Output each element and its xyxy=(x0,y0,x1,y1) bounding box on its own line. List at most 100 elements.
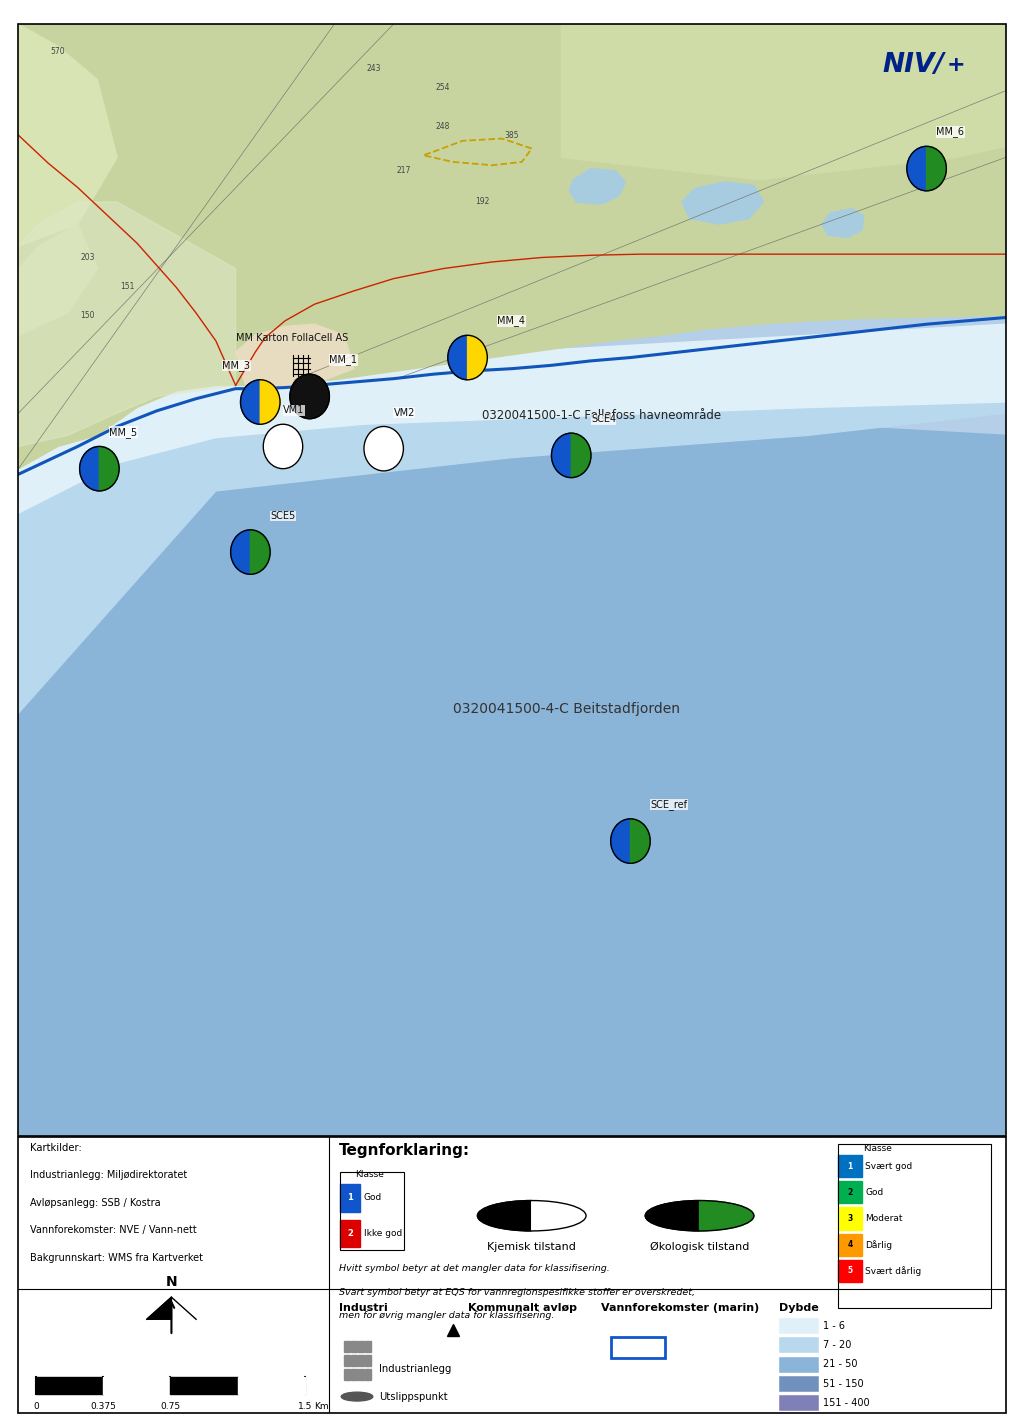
Bar xyxy=(365,1341,371,1352)
Text: 3: 3 xyxy=(848,1214,853,1223)
Text: Ikke god: Ikke god xyxy=(364,1229,402,1238)
Bar xyxy=(778,1395,818,1410)
Text: Svart symbol betyr at EQS for vannregionspesifikke stoffer er overskredet,: Svart symbol betyr at EQS for vannregion… xyxy=(339,1287,695,1297)
Text: 21 - 50: 21 - 50 xyxy=(823,1359,857,1369)
Polygon shape xyxy=(18,503,1006,1136)
Text: Dybde: Dybde xyxy=(778,1303,818,1313)
Text: SCE5: SCE5 xyxy=(270,511,295,521)
Text: 385: 385 xyxy=(505,130,519,140)
Text: God: God xyxy=(865,1188,884,1197)
Bar xyxy=(340,1221,360,1247)
Bar xyxy=(170,1378,238,1393)
Bar xyxy=(340,1184,360,1212)
Text: Kartkilder:: Kartkilder: xyxy=(31,1143,82,1153)
Bar xyxy=(351,1355,357,1366)
Text: 51 - 150: 51 - 150 xyxy=(823,1379,863,1389)
Text: SCE_ref: SCE_ref xyxy=(650,799,687,810)
Polygon shape xyxy=(18,624,1006,1136)
Text: 2: 2 xyxy=(347,1229,353,1238)
Bar xyxy=(838,1144,991,1308)
Text: 151 - 400: 151 - 400 xyxy=(823,1398,869,1408)
Text: 0.75: 0.75 xyxy=(161,1402,180,1412)
Text: 4: 4 xyxy=(848,1240,853,1249)
Text: Dårlig: Dårlig xyxy=(865,1240,893,1250)
Polygon shape xyxy=(682,181,764,224)
Polygon shape xyxy=(18,24,1006,469)
Bar xyxy=(340,1171,404,1250)
Text: Moderat: Moderat xyxy=(865,1214,903,1223)
Text: 0.375: 0.375 xyxy=(90,1402,117,1412)
Wedge shape xyxy=(260,379,280,425)
Wedge shape xyxy=(364,426,384,472)
Text: Hvitt symbol betyr at det mangler data for klassifisering.: Hvitt symbol betyr at det mangler data f… xyxy=(339,1264,610,1273)
Bar xyxy=(778,1318,818,1332)
Text: Økologisk tilstand: Økologisk tilstand xyxy=(650,1242,750,1252)
Wedge shape xyxy=(927,146,946,191)
Bar xyxy=(358,1355,364,1366)
Text: 151: 151 xyxy=(120,282,134,290)
Text: 570: 570 xyxy=(50,47,66,57)
Text: 7 - 20: 7 - 20 xyxy=(823,1340,851,1349)
Text: MM Karton FollaCell AS: MM Karton FollaCell AS xyxy=(236,333,348,343)
Text: MM_6: MM_6 xyxy=(937,126,965,137)
Text: Svært god: Svært god xyxy=(865,1161,912,1171)
Bar xyxy=(344,1355,350,1366)
Text: MM_4: MM_4 xyxy=(498,316,525,327)
Text: Kjemisk tilstand: Kjemisk tilstand xyxy=(487,1242,577,1252)
Text: Km: Km xyxy=(314,1402,329,1412)
Text: NIV/: NIV/ xyxy=(882,52,944,78)
Text: 1: 1 xyxy=(347,1194,353,1202)
Text: 0: 0 xyxy=(34,1402,39,1412)
Text: Industri: Industri xyxy=(339,1303,388,1313)
Text: +: + xyxy=(946,55,965,75)
Bar xyxy=(351,1341,357,1352)
Bar xyxy=(778,1376,818,1391)
Bar xyxy=(778,1357,818,1372)
Bar xyxy=(238,1378,305,1393)
Bar xyxy=(838,1155,862,1177)
Text: Kommunalt avløp: Kommunalt avløp xyxy=(468,1303,577,1313)
Text: 5: 5 xyxy=(848,1266,853,1276)
Wedge shape xyxy=(907,146,927,191)
Text: Klasse: Klasse xyxy=(863,1144,892,1153)
Text: Klasse: Klasse xyxy=(355,1170,384,1180)
Circle shape xyxy=(341,1392,373,1400)
Text: MM_3: MM_3 xyxy=(222,360,251,371)
Text: 248: 248 xyxy=(436,122,451,130)
Bar xyxy=(344,1369,350,1381)
Text: 2: 2 xyxy=(848,1188,853,1197)
Wedge shape xyxy=(251,530,270,575)
Wedge shape xyxy=(645,1201,699,1231)
Polygon shape xyxy=(18,24,117,246)
Text: 243: 243 xyxy=(367,64,381,74)
Polygon shape xyxy=(18,336,1006,714)
Text: God: God xyxy=(364,1194,382,1202)
Wedge shape xyxy=(631,818,650,864)
Bar xyxy=(610,1337,665,1358)
Polygon shape xyxy=(561,24,1006,180)
Text: 1 - 6: 1 - 6 xyxy=(823,1321,845,1331)
Text: 203: 203 xyxy=(80,253,95,262)
Text: VM1: VM1 xyxy=(283,405,304,415)
Wedge shape xyxy=(290,374,309,419)
Bar xyxy=(838,1260,862,1281)
Wedge shape xyxy=(571,433,591,477)
Bar xyxy=(838,1233,862,1256)
Wedge shape xyxy=(263,425,283,469)
Bar xyxy=(365,1355,371,1366)
Text: Vannforekomster (marin): Vannforekomster (marin) xyxy=(601,1303,759,1313)
Text: 1.5: 1.5 xyxy=(298,1402,312,1412)
Wedge shape xyxy=(309,374,330,419)
Wedge shape xyxy=(384,426,403,472)
Text: Utslippspunkt: Utslippspunkt xyxy=(379,1392,447,1402)
Wedge shape xyxy=(241,379,260,425)
Polygon shape xyxy=(18,425,1006,1136)
Polygon shape xyxy=(146,1297,171,1320)
Wedge shape xyxy=(699,1201,754,1231)
Text: 0320041500-1-C Follafoss havneområde: 0320041500-1-C Follafoss havneområde xyxy=(482,409,722,422)
Text: SCE4: SCE4 xyxy=(591,415,616,425)
Bar xyxy=(36,1378,103,1393)
Text: Industrianlegg: Industrianlegg xyxy=(379,1364,452,1374)
Bar xyxy=(365,1369,371,1381)
Wedge shape xyxy=(531,1201,586,1231)
